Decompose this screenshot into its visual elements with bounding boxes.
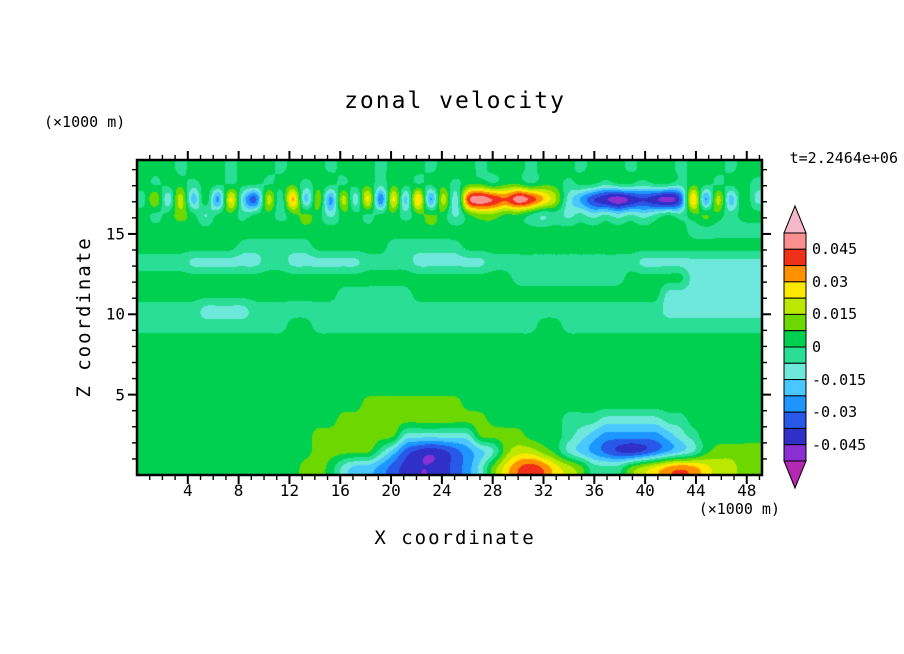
contour-field-canvas xyxy=(137,160,762,475)
x-tick-label: 32 xyxy=(533,481,554,500)
x-tick-label: 40 xyxy=(635,481,655,500)
colorbar-tick-label: -0.03 xyxy=(812,403,858,422)
x-tick-label: 48 xyxy=(737,481,757,500)
x-tick-label: 36 xyxy=(584,481,604,500)
y-tick-label: 10 xyxy=(105,304,125,324)
x-tick-label: 24 xyxy=(432,481,452,500)
colorbar-tick-label: 0 xyxy=(812,338,822,356)
x-axis-units-label: (×1000 m) xyxy=(698,500,780,518)
x-tick-label: 16 xyxy=(330,481,350,500)
y-tick-label: 15 xyxy=(105,224,125,244)
y-axis-title: Z coordinate xyxy=(73,236,95,398)
colorbar-tick-label: -0.045 xyxy=(812,435,867,454)
y-tick-label: 5 xyxy=(115,385,125,405)
y-axis-units-label: (×1000 m) xyxy=(44,113,126,131)
x-tick-label: 12 xyxy=(279,481,300,500)
x-tick-label: 20 xyxy=(381,481,401,500)
time-annotation: t=2.2464e+06 xyxy=(789,149,898,167)
x-tick-label: 8 xyxy=(233,481,244,500)
x-tick-label: 44 xyxy=(686,481,706,500)
x-tick-label: 28 xyxy=(483,481,503,500)
x-axis-title: X coordinate xyxy=(374,527,536,549)
colorbar-tick-label: -0.015 xyxy=(812,370,867,389)
x-tick-label: 4 xyxy=(182,481,193,500)
colorbar-tick-label: 0.03 xyxy=(812,272,849,291)
colorbar-tick-label: 0.045 xyxy=(812,240,858,259)
colorbar-tick-label: 0.015 xyxy=(812,305,858,324)
chart-title: zonal velocity xyxy=(344,88,566,114)
